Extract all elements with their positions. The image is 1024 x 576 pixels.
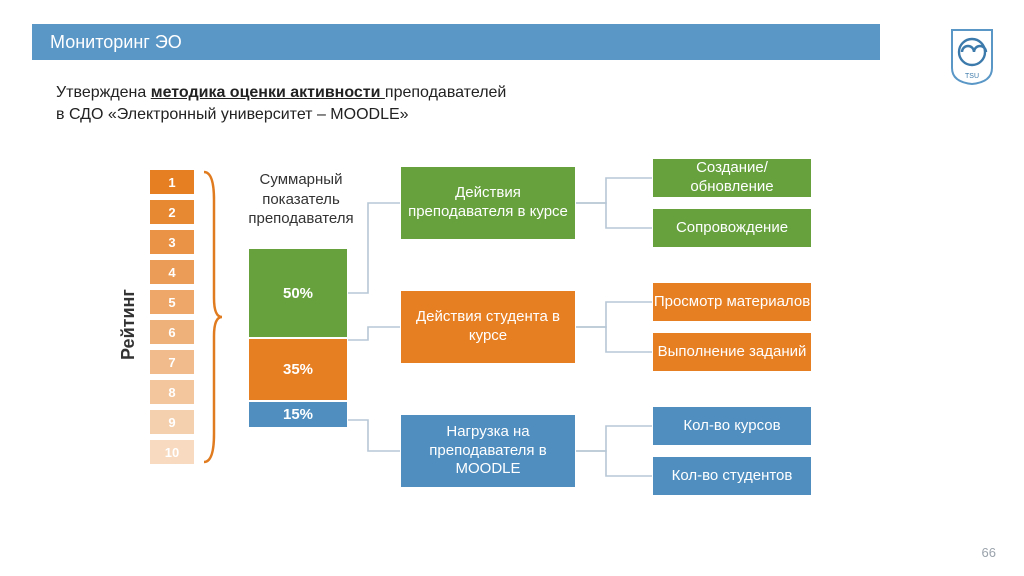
mid-box-teacher-actions: Действия преподавателя в курсе [400,166,576,240]
intro-line2: в СДО «Электронный университет – MOODLE» [56,106,409,123]
tsu-logo: TSU [948,28,996,86]
mid-box-student-actions: Действия студента в курсе [400,290,576,364]
right-box-do-tasks: Выполнение заданий [652,332,812,372]
rank-cell: 3 [150,230,194,254]
right-box-course-count: Кол-во курсов [652,406,812,446]
rank-cell: 4 [150,260,194,284]
intro-prefix: Утверждена [56,84,151,101]
rank-cell: 7 [150,350,194,374]
curly-brace [200,170,224,464]
rank-cell: 1 [150,170,194,194]
connectors-right-svg [576,150,656,510]
slide-title: Мониторинг ЭО [50,32,182,53]
ranks-column: 1 2 3 4 5 6 7 8 9 10 [150,170,194,470]
logo-caption: TSU [965,73,979,80]
rank-cell: 8 [150,380,194,404]
rank-cell: 6 [150,320,194,344]
intro-underlined: методика оценки активности [151,84,385,101]
intro-suffix: преподавателей [385,84,506,101]
bar-segment: 15% [248,401,348,428]
bar-segment: 50% [248,248,348,338]
mid-box-teacher-load: Нагрузка на преподавателя в MOODLE [400,414,576,488]
right-box-view-materials: Просмотр материалов [652,282,812,322]
rank-cell: 10 [150,440,194,464]
rank-cell: 5 [150,290,194,314]
stacked-bar: 50%35%15% [248,248,348,428]
right-box-create-update: Создание/ обновление [652,158,812,198]
rank-cell: 2 [150,200,194,224]
right-box-support: Сопровождение [652,208,812,248]
rating-axis-label: Рейтинг [118,289,139,360]
rank-cell: 9 [150,410,194,434]
bar-segment: 35% [248,338,348,401]
title-band: Мониторинг ЭО [32,24,880,60]
intro-text: Утверждена методика оценки активности пр… [56,82,506,125]
right-box-student-count: Кол-во студентов [652,456,812,496]
connectors-svg [348,160,408,500]
page-number: 66 [982,545,996,560]
